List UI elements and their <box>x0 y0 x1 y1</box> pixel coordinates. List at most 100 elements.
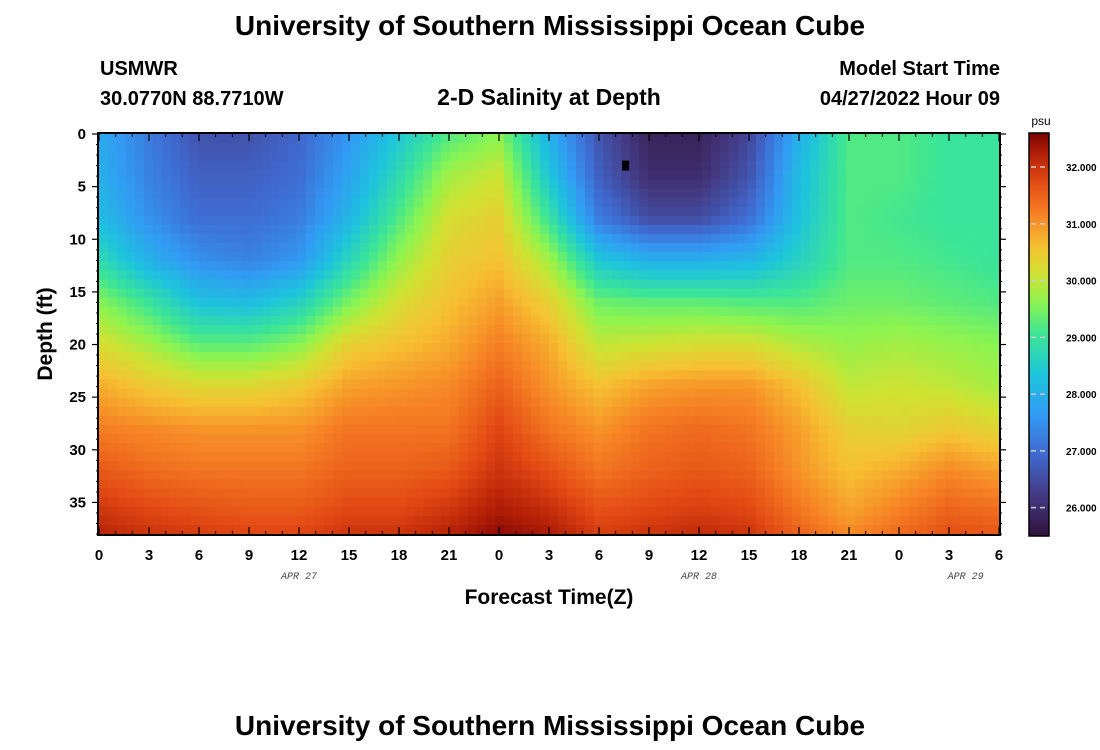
heatmap-cell <box>495 361 505 371</box>
heatmap-cell <box>918 270 928 281</box>
heatmap-cell <box>234 497 244 508</box>
heatmap-cell <box>171 470 181 481</box>
heatmap-cell <box>315 524 325 535</box>
heatmap-cell <box>738 352 748 362</box>
heatmap-cell <box>171 461 181 471</box>
heatmap-cell <box>342 406 352 417</box>
heatmap-cell <box>504 488 514 499</box>
heatmap-cell <box>891 252 901 262</box>
heatmap-cell <box>306 343 316 353</box>
heatmap-cell <box>225 279 235 290</box>
heatmap-cell <box>306 352 316 362</box>
heatmap-cell <box>990 497 1000 508</box>
heatmap-cell <box>369 252 379 262</box>
heatmap-cell <box>963 506 973 517</box>
heatmap-cell <box>630 324 640 335</box>
heatmap-cell <box>315 206 325 217</box>
heatmap-cell <box>198 134 208 144</box>
heatmap-cell <box>162 224 172 235</box>
heatmap-cell <box>180 279 190 290</box>
heatmap-cell <box>135 424 145 435</box>
heatmap-cell <box>648 179 658 190</box>
heatmap-cell <box>504 343 514 353</box>
heatmap-cell <box>126 343 136 353</box>
heatmap-cell <box>549 252 559 262</box>
heatmap-cell <box>603 297 613 308</box>
heatmap-cell <box>864 406 874 417</box>
heatmap-cell <box>504 270 514 281</box>
heatmap-cell <box>495 197 505 208</box>
heatmap-cell <box>324 524 334 535</box>
heatmap-cell <box>783 197 793 208</box>
heatmap-cell <box>279 234 289 244</box>
heatmap-cell <box>756 470 766 481</box>
heatmap-cell <box>324 206 334 217</box>
heatmap-cell <box>450 461 460 471</box>
heatmap-cell <box>918 224 928 235</box>
heatmap-cell <box>225 306 235 317</box>
heatmap-cell <box>513 179 523 190</box>
heatmap-cell <box>828 506 838 517</box>
heatmap-cell <box>162 143 172 153</box>
heatmap-cell <box>576 324 586 335</box>
heatmap-cell <box>873 470 883 481</box>
heatmap-cell <box>630 334 640 344</box>
heatmap-cell <box>927 143 937 153</box>
heatmap-cell <box>657 361 667 371</box>
heatmap-cell <box>549 288 559 299</box>
heatmap-cell <box>873 306 883 317</box>
heatmap-cell <box>873 134 883 144</box>
heatmap-cell <box>207 297 217 308</box>
heatmap-cell <box>954 479 964 490</box>
heatmap-cell <box>414 288 424 299</box>
heatmap-cell <box>324 397 334 408</box>
heatmap-cell <box>648 370 658 381</box>
heatmap-cell <box>405 470 415 481</box>
heatmap-cell <box>846 170 856 181</box>
heatmap-cell <box>702 470 712 481</box>
heatmap-cell <box>513 206 523 217</box>
heatmap-cell <box>891 434 901 444</box>
heatmap-cell <box>297 334 307 344</box>
heatmap-cell <box>432 497 442 508</box>
heatmap-cell <box>513 279 523 290</box>
heatmap-cell <box>126 224 136 235</box>
heatmap-cell <box>936 479 946 490</box>
heatmap-cell <box>594 334 604 344</box>
heatmap-cell <box>918 206 928 217</box>
heatmap-cell <box>288 297 298 308</box>
heatmap-cell <box>243 506 253 517</box>
heatmap-cell <box>954 243 964 253</box>
heatmap-cell <box>450 197 460 208</box>
heatmap-cell <box>612 288 622 299</box>
heatmap-cell <box>396 306 406 317</box>
heatmap-cell <box>945 279 955 290</box>
heatmap-cell <box>405 197 415 208</box>
heatmap-cell <box>720 188 730 199</box>
heatmap-cell <box>621 397 631 408</box>
heatmap-cell <box>774 443 784 453</box>
heatmap-cell <box>630 179 640 190</box>
heatmap-cell <box>540 161 550 171</box>
heatmap-cell <box>783 243 793 253</box>
heatmap-cell <box>297 324 307 335</box>
heatmap-cell <box>459 334 469 344</box>
heatmap-cell <box>279 452 289 462</box>
heatmap-cell <box>198 343 208 353</box>
heatmap-cell <box>954 252 964 262</box>
heatmap-cell <box>945 415 955 426</box>
heatmap-cell <box>423 488 433 499</box>
heatmap-cell <box>954 261 964 271</box>
heatmap-cell <box>225 352 235 362</box>
heatmap-cell <box>972 197 982 208</box>
heatmap-cell <box>558 243 568 253</box>
heatmap-cell <box>810 234 820 244</box>
heatmap-cell <box>504 479 514 490</box>
heatmap-cell <box>99 370 109 381</box>
heatmap-cell <box>270 334 280 344</box>
heatmap-cell <box>117 352 127 362</box>
heatmap-cell <box>450 324 460 335</box>
heatmap-cell <box>585 179 595 190</box>
heatmap-cell <box>153 370 163 381</box>
heatmap-cell <box>531 370 541 381</box>
